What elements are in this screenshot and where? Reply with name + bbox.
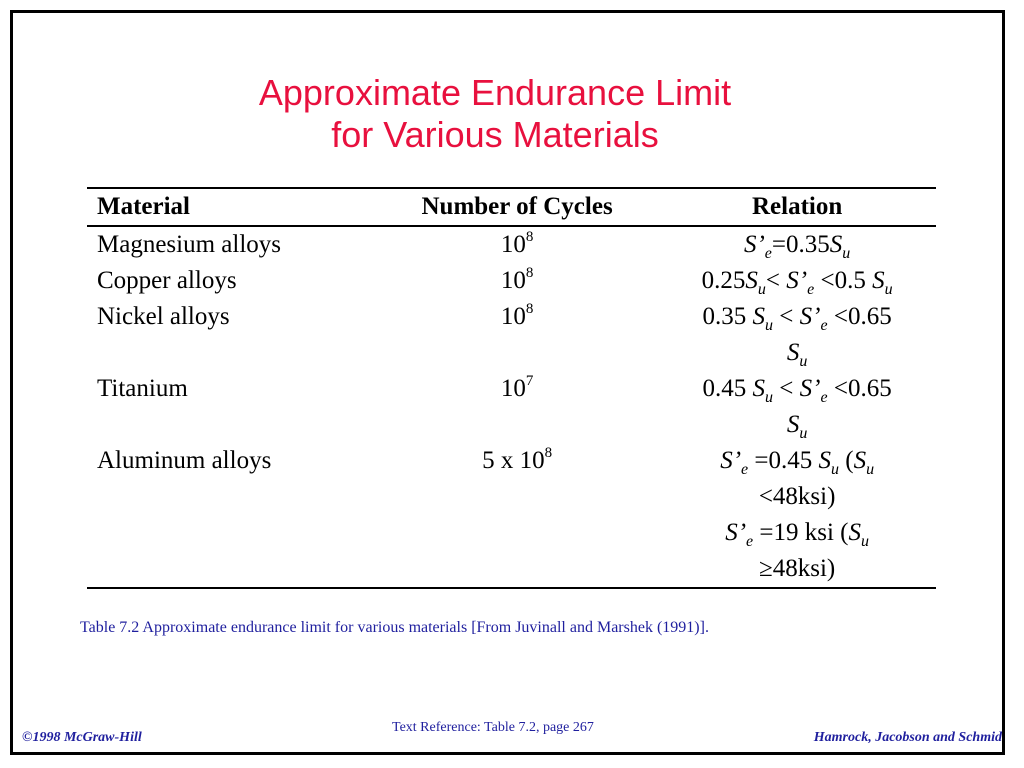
table-caption: Table 7.2 Approximate endurance limit fo…: [80, 619, 709, 636]
relation-cell: 0.45 Su < S’e <0.65 Su: [702, 375, 892, 442]
relation-cell: S’e =0.45 Su (Su <48ksi) S’e =19 ksi (Su ≥4…: [658, 443, 936, 589]
relation-cell: 0.25Su< S’e <0.5 Su: [701, 267, 893, 298]
footer-text-reference: Text Reference: Table 7.2, page 267: [392, 720, 594, 735]
material-cell: Titanium: [97, 375, 188, 402]
table-row: Nickel alloys 108 0.35 Su < S’e <0.65 Su: [87, 299, 936, 371]
cycles-cell: 107: [500, 372, 534, 402]
table-row: Titanium 107 0.45 Su < S’e <0.65 Su: [87, 371, 936, 443]
relation-cell: S’e=0.35Su: [743, 231, 851, 262]
material-cell: Nickel alloys: [97, 303, 230, 330]
relation-cell: 0.35 Su < S’e <0.65 Su: [702, 303, 892, 370]
title-line-2: for Various Materials: [331, 114, 659, 155]
cycles-cell: 108: [500, 300, 534, 330]
material-cell: Magnesium alloys: [97, 231, 282, 258]
endurance-limit-table: Material Number of Cycles Relation Magne…: [87, 187, 936, 589]
cycles-cell: 108: [500, 264, 534, 294]
material-cell: Aluminum alloys: [87, 443, 376, 589]
table-row: Magnesium alloys 108 S’e=0.35Su: [87, 226, 936, 263]
slide-title: Approximate Endurance Limit for Various …: [0, 72, 990, 156]
footer-copyright: ©1998 McGraw-Hill: [22, 730, 142, 745]
table-header-row: Material Number of Cycles Relation: [87, 187, 936, 227]
header-material: Material: [87, 187, 376, 227]
slide-frame: [10, 10, 1005, 755]
header-relation: Relation: [658, 187, 936, 227]
material-cell: Copper alloys: [97, 267, 237, 294]
table-row: Copper alloys 108 0.25Su< S’e <0.5 Su: [87, 263, 936, 299]
cycles-cell: 108: [500, 228, 534, 258]
table-row: Aluminum alloys 5 x 108 S’e =0.45 Su (Su…: [87, 443, 936, 589]
cycles-cell: 5 x 108: [375, 443, 659, 589]
header-cycles: Number of Cycles: [375, 187, 659, 227]
footer-authors: Hamrock, Jacobson and Schmid: [813, 730, 1002, 745]
title-line-1: Approximate Endurance Limit: [258, 72, 732, 113]
